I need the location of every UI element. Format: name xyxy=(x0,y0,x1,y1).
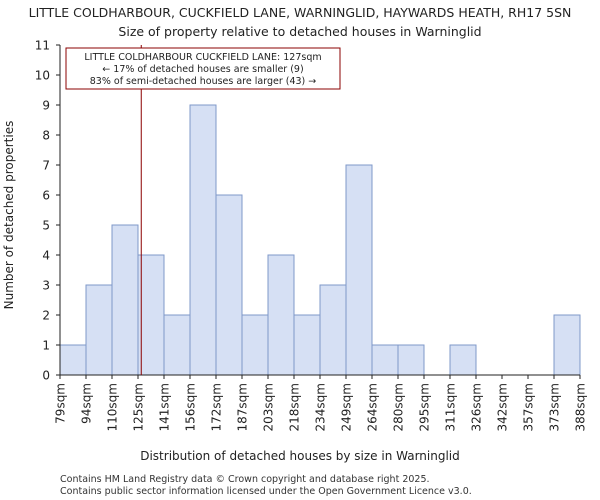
x-tick-label: 311sqm xyxy=(444,383,458,431)
x-tick-label: 94sqm xyxy=(80,383,94,424)
y-tick-label: 10 xyxy=(35,69,50,83)
x-tick-label: 357sqm xyxy=(522,383,536,431)
annotation-line-3: 83% of semi-detached houses are larger (… xyxy=(90,76,317,87)
bar-110sqm xyxy=(111,224,139,376)
y-tick-label: 2 xyxy=(42,309,50,323)
bar-373sqm xyxy=(553,314,581,376)
bar-203sqm xyxy=(267,254,295,376)
y-tick-label: 4 xyxy=(42,249,50,263)
x-tick-label: 264sqm xyxy=(366,383,380,431)
footer-line-2: Contains public sector information licen… xyxy=(60,486,472,497)
bar-125sqm xyxy=(137,254,165,376)
bar-141sqm xyxy=(163,314,191,376)
bars-layer xyxy=(59,104,581,376)
x-tick-label: 141sqm xyxy=(158,383,172,431)
annotation-line-1: LITTLE COLDHARBOUR CUCKFIELD LANE: 127sq… xyxy=(84,52,321,63)
x-tick-label: 342sqm xyxy=(496,383,510,431)
annotation-frame xyxy=(65,47,341,90)
y-tick-label: 3 xyxy=(42,279,50,293)
bar-280sqm xyxy=(397,344,425,376)
bar-311sqm xyxy=(449,344,477,376)
y-tick-label: 9 xyxy=(42,99,50,113)
chart-title: LITTLE COLDHARBOUR, CUCKFIELD LANE, WARN… xyxy=(29,5,572,20)
x-tick-label: 249sqm xyxy=(340,383,354,431)
y-tick-label: 5 xyxy=(42,219,50,233)
annotation-box: LITTLE COLDHARBOUR CUCKFIELD LANE: 127sq… xyxy=(65,47,341,90)
x-tick-label: 79sqm xyxy=(54,383,68,424)
y-tick-label: 1 xyxy=(42,339,50,353)
bar-264sqm xyxy=(371,344,399,376)
x-axis-ticks: 79sqm 94sqm 110sqm 125sqm 141sqm 156sqm 172sqm… xyxy=(54,375,588,431)
x-tick-label: 110sqm xyxy=(106,383,120,431)
bar-218sqm xyxy=(293,314,321,376)
bar-79sqm xyxy=(59,344,87,376)
bar-234sqm xyxy=(319,284,347,376)
x-tick-label: 203sqm xyxy=(262,383,276,431)
bar-249sqm xyxy=(345,164,373,376)
x-tick-label: 172sqm xyxy=(210,383,224,431)
y-tick-label: 6 xyxy=(42,189,50,203)
bar-172sqm xyxy=(215,194,243,376)
bar-187sqm xyxy=(241,314,269,376)
annotation-line-2: ← 17% of detached houses are smaller (9) xyxy=(102,64,303,75)
x-tick-label: 156sqm xyxy=(184,383,198,431)
y-tick-label: 11 xyxy=(35,39,50,53)
x-tick-label: 125sqm xyxy=(132,383,146,431)
y-axis-ticks: 0 1 2 3 4 5 6 7 8 9 10 11 xyxy=(35,39,60,383)
x-tick-label: 388sqm xyxy=(574,383,588,431)
chart-subtitle: Size of property relative to detached ho… xyxy=(118,24,481,39)
y-tick-label: 8 xyxy=(42,129,50,143)
y-tick-label: 0 xyxy=(42,369,50,383)
footer-line-1: Contains HM Land Registry data © Crown c… xyxy=(60,474,430,485)
x-axis-label: Distribution of detached houses by size … xyxy=(140,449,460,463)
x-tick-label: 234sqm xyxy=(314,383,328,431)
x-tick-label: 280sqm xyxy=(392,383,406,431)
x-tick-label: 218sqm xyxy=(288,383,302,431)
x-tick-label: 187sqm xyxy=(236,383,250,431)
bar-94sqm xyxy=(85,284,113,376)
x-tick-label: 295sqm xyxy=(418,383,432,431)
bar-156sqm xyxy=(189,104,217,376)
y-axis-label: Number of detached properties xyxy=(2,121,16,310)
y-tick-label: 7 xyxy=(42,159,50,173)
x-tick-label: 326sqm xyxy=(470,383,484,431)
x-tick-label: 373sqm xyxy=(548,383,562,431)
